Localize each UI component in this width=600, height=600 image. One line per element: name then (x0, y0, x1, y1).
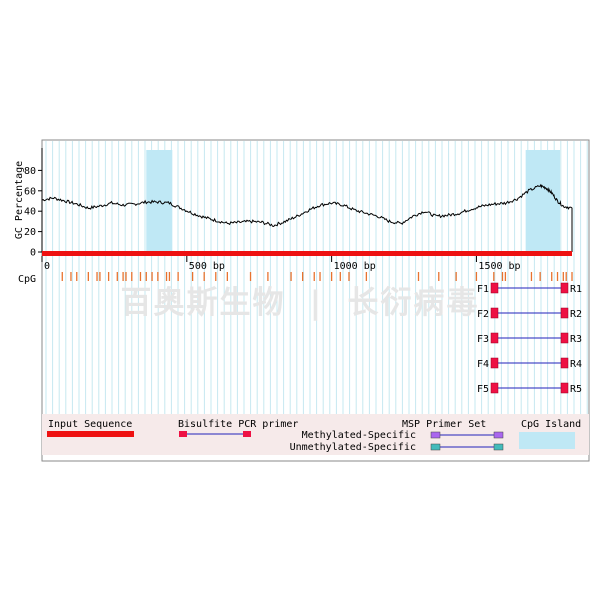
watermark: 百奥斯生物 | 长衍病毒 (121, 285, 480, 321)
y-tick-label: 80 (24, 166, 36, 177)
legend: Input Sequence Bisulfite PCR primer MSP … (42, 414, 589, 455)
vertical-grid (45, 141, 588, 414)
primer-reverse-label: R5 (570, 384, 582, 395)
figure-frame (41, 139, 590, 462)
y-tick-label: 60 (24, 186, 36, 197)
primer-reverse-label: R2 (570, 309, 582, 320)
primer-forward-label: F4 (477, 359, 489, 370)
legend-unmethylated-forward-box (430, 443, 441, 451)
y-tick-label: 40 (24, 207, 36, 218)
primer-forward-box (490, 282, 499, 294)
x-tick-label: 1000 bp (334, 261, 376, 272)
primer-forward-box (490, 332, 499, 344)
legend-cpg-island-box (519, 432, 575, 449)
y-tick-label: 20 (24, 227, 36, 238)
legend-unmethylated-reverse-box (493, 443, 504, 451)
primer-reverse-box (560, 382, 569, 394)
primer-reverse-label: R1 (570, 284, 582, 295)
primer-reverse-label: R3 (570, 334, 582, 345)
primer-reverse-box (560, 282, 569, 294)
y-axis: 0 20 40 60 80 GC Percentage (14, 148, 43, 259)
x-axis-ticks: 0 500 bp 1000 bp 1500 bp (41, 256, 521, 272)
gc-percentage-line (41, 183, 573, 252)
legend-input-sequence-bar (47, 431, 134, 437)
legend-cpg-island-label: CpG Island (521, 419, 581, 430)
primer-forward-label: F1 (477, 284, 489, 295)
legend-methylated-label: Methylated-Specific (302, 430, 416, 441)
legend-bisulfite-label: Bisulfite PCR primer (178, 419, 298, 430)
cpg-sites (61, 272, 573, 281)
legend-methylated-forward-box (430, 431, 441, 439)
primer-reverse-label: R4 (570, 359, 582, 370)
primer-reverse-box (560, 332, 569, 344)
primer-forward-label: F5 (477, 384, 489, 395)
cpg-island-box (525, 150, 560, 252)
primer-forward-label: F2 (477, 309, 489, 320)
primer-reverse-box (560, 357, 569, 369)
legend-methylated-reverse-box (493, 431, 504, 439)
primer-forward-box (490, 307, 499, 319)
legend-unmethylated-label: Unmethylated-Specific (290, 442, 416, 453)
cpg-track-label: CpG (18, 274, 36, 285)
input-sequence-bar (42, 251, 572, 256)
x-tick-label: 1500 bp (478, 261, 520, 272)
primer-forward-label: F3 (477, 334, 489, 345)
x-tick-label: 0 (44, 261, 50, 272)
primer-reverse-box (560, 307, 569, 319)
primer-forward-box (490, 357, 499, 369)
y-tick-label: 0 (30, 248, 36, 259)
legend-bisulfite-reverse-box (243, 431, 251, 437)
primer-sets: F1 R1 F2 R2 F3 R3 F4 R4 F5 R5 (477, 282, 582, 395)
legend-input-sequence-label: Input Sequence (48, 419, 132, 430)
x-tick-label: 500 bp (189, 261, 225, 272)
y-axis-label: GC Percentage (14, 161, 25, 239)
legend-msp-label: MSP Primer Set (402, 419, 486, 430)
legend-bisulfite-forward-box (179, 431, 187, 437)
primer-forward-box (490, 382, 499, 394)
